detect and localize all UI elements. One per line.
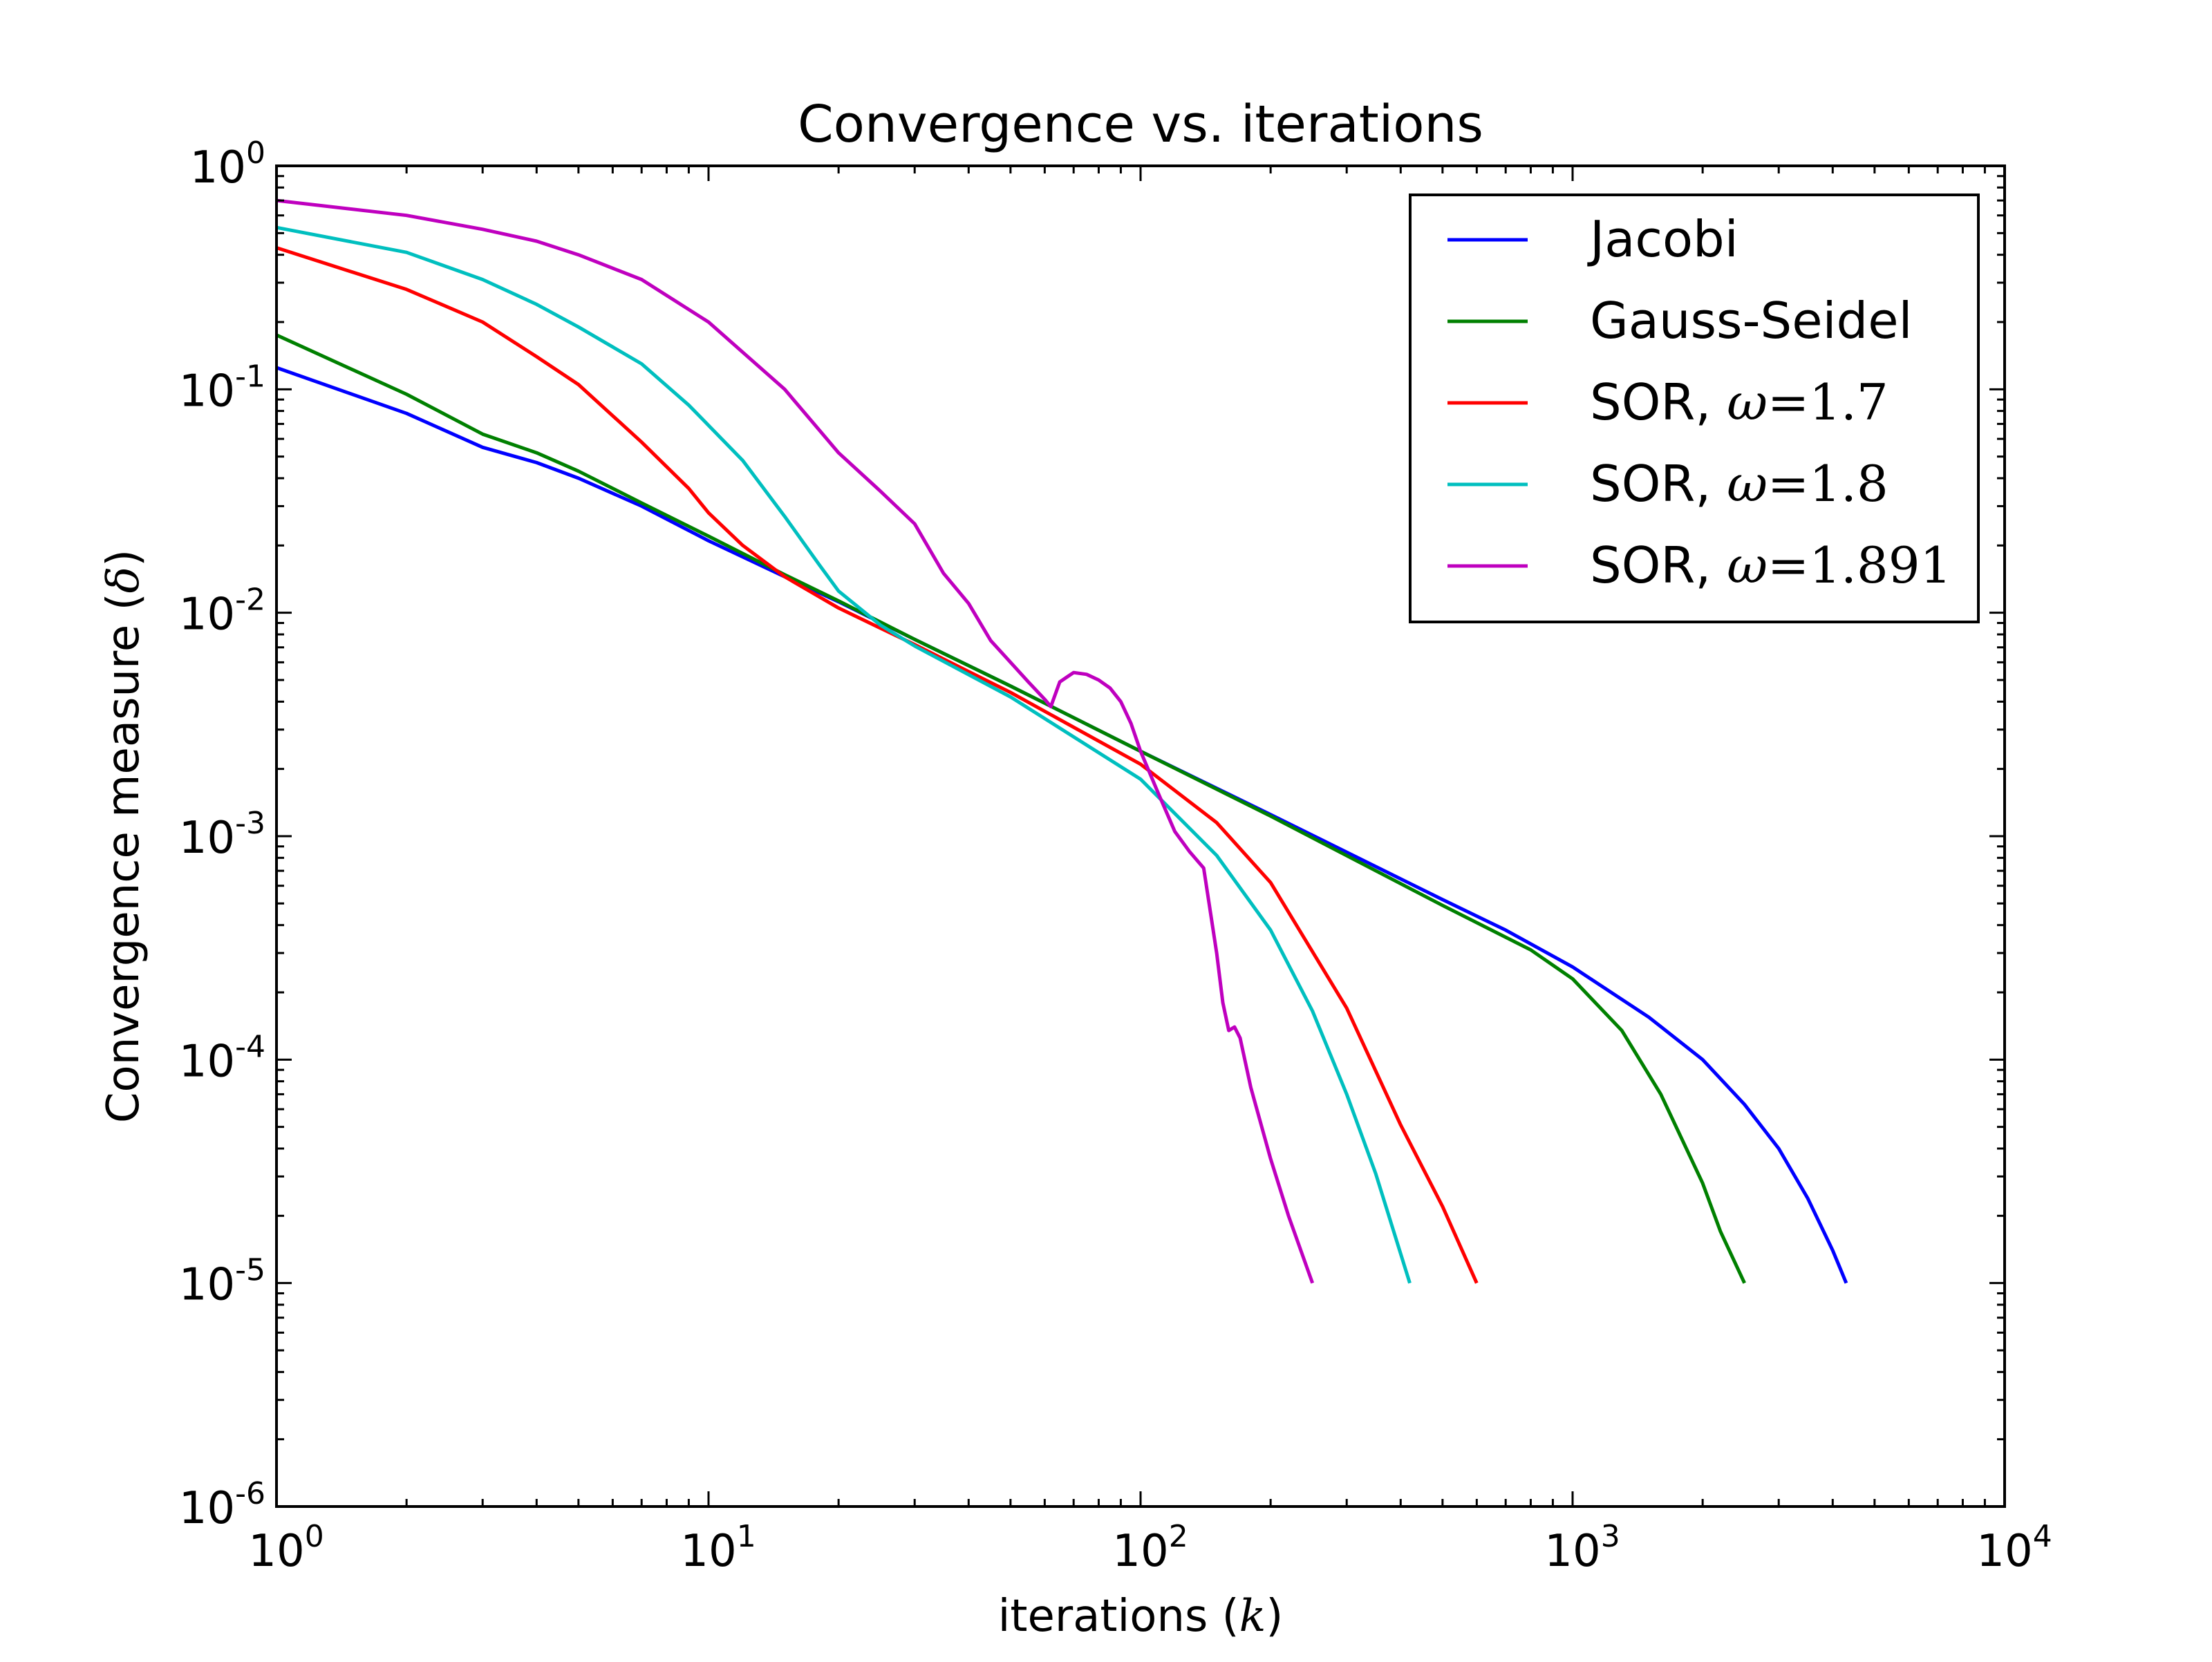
series-layer [275, 198, 1848, 1284]
legend-label: Gauss-Seidel [1590, 292, 1913, 350]
x-axis-label-close: ) [1266, 1591, 1283, 1642]
series-line-2 [275, 333, 1746, 1284]
y-axis-label-close: ) [98, 549, 149, 567]
legend-items: Jacobi Gauss-Seidel SOR, ω=1.7 SOR, ω=1.8 SO… [1447, 210, 1951, 594]
legend-item-5: SOR, ω=1.891 [1447, 536, 1951, 594]
legend-item-1: Jacobi [1447, 210, 1738, 268]
x-tick-label-3: 103 [1544, 1519, 1620, 1577]
y-tick-label-1: 10-1 [179, 359, 265, 417]
y-axis-label-symbol: δ [98, 567, 149, 594]
x-tick-label-1: 101 [680, 1519, 756, 1577]
y-tick-label-5: 10-5 [179, 1253, 265, 1311]
legend-label: Jacobi [1587, 210, 1738, 268]
legend-label: SOR, ω=1.8 [1590, 455, 1888, 513]
series-line-3 [276, 246, 1479, 1284]
y-tick-label-6: 10-6 [179, 1476, 265, 1534]
x-tick-label-0: 100 [248, 1519, 324, 1577]
x-axis-label-text: iterations ( [998, 1591, 1239, 1642]
y-tick-label-4: 10-4 [179, 1029, 265, 1087]
y-axis-label: Convergence measure (δ) [98, 549, 149, 1123]
tick-layer: 100 101 102 103 104 100 10-1 10-2 10-3 10-4 10-5 10… [179, 135, 2052, 1577]
x-axis-label: iterations (k) [998, 1591, 1284, 1642]
y-tick-label-0: 100 [190, 135, 265, 193]
chart-title: Convergence vs. iterations [798, 95, 1483, 154]
y-axis-label-text: Convergence measure ( [98, 593, 149, 1123]
series-line-5 [276, 198, 1315, 1284]
series-line-4 [276, 225, 1412, 1284]
x-tick-label-2: 102 [1112, 1519, 1188, 1577]
y-tick-label-2: 10-2 [179, 583, 265, 641]
x-tick-label-4: 104 [1976, 1519, 2052, 1577]
legend-item-3: SOR, ω=1.7 [1447, 373, 1888, 431]
legend-item-2: Gauss-Seidel [1447, 292, 1913, 350]
y-tick-label-3: 10-3 [179, 806, 265, 864]
legend-item-4: SOR, ω=1.8 [1447, 455, 1888, 513]
legend-box [1409, 193, 1980, 623]
legend: Jacobi Gauss-Seidel SOR, ω=1.7 SOR, ω=1.8 SO… [1409, 193, 1980, 623]
legend-label: SOR, ω=1.7 [1590, 373, 1888, 431]
x-axis-label-symbol: k [1239, 1591, 1266, 1642]
legend-label: SOR, ω=1.891 [1590, 536, 1951, 594]
